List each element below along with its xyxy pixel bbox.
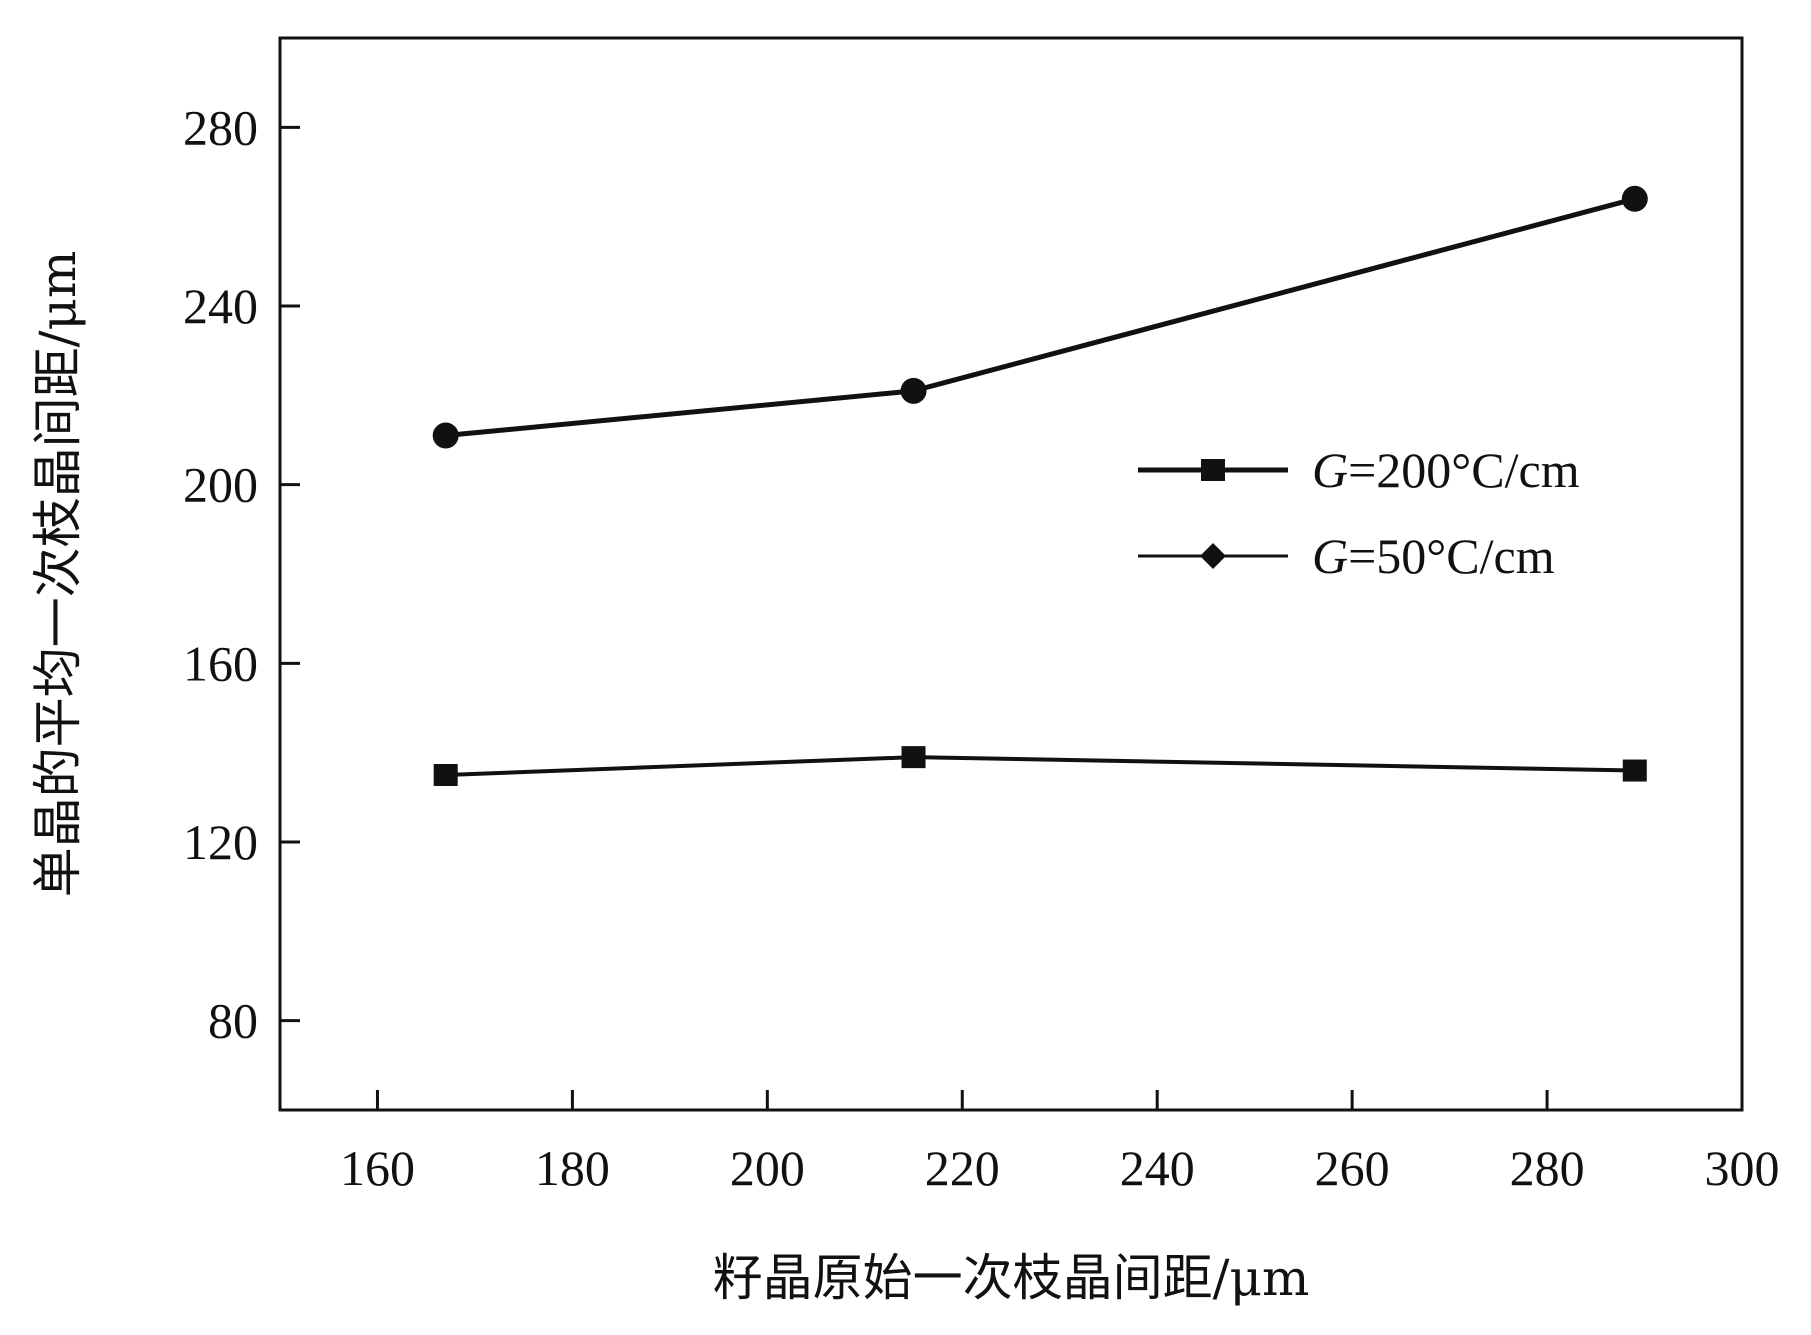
data-point-circle — [1621, 185, 1648, 212]
x-tick-label: 200 — [730, 1140, 805, 1196]
y-axis-title: 单晶的平均一次枝晶间距/μm — [29, 251, 87, 898]
x-tick-label: 280 — [1510, 1140, 1585, 1196]
legend-label-0: G=200°C/cm — [1312, 442, 1580, 498]
y-tick-label: 200 — [183, 457, 258, 513]
x-tick-label: 160 — [340, 1140, 415, 1196]
y-tick-label: 280 — [183, 99, 258, 155]
legend-label-var: G — [1312, 528, 1348, 584]
legend-label-1: G=50°C/cm — [1312, 528, 1555, 584]
x-axis-title: 籽晶原始一次枝晶间距/μm — [713, 1249, 1310, 1307]
legend-label-var: G — [1312, 442, 1348, 498]
plot-frame — [278, 36, 1744, 1112]
data-point-circle — [900, 377, 927, 404]
legend-label-rest: =200°C/cm — [1348, 442, 1580, 498]
data-point-circle — [432, 422, 459, 449]
series-layer — [432, 185, 1648, 786]
data-point-square — [433, 764, 458, 786]
legend: G=200°C/cmG=50°C/cm — [1138, 442, 1580, 584]
x-axis: 160 180 200 220 240 260 280 300 — [340, 1090, 1780, 1196]
x-tick-label: 260 — [1315, 1140, 1390, 1196]
x-tick-label: 300 — [1705, 1140, 1780, 1196]
series-line-1 — [445, 196, 1636, 439]
y-tick-label: 120 — [183, 814, 258, 870]
data-point-square — [901, 746, 926, 769]
x-tick-label: 240 — [1120, 1140, 1195, 1196]
legend-marker-diamond — [1200, 543, 1226, 569]
data-point-square — [1622, 759, 1647, 782]
y-tick-label: 160 — [183, 635, 258, 691]
x-tick-label: 180 — [535, 1140, 610, 1196]
y-tick-label: 240 — [183, 278, 258, 334]
legend-marker-square — [1201, 459, 1225, 481]
series-line-0 — [445, 755, 1635, 777]
y-axis: 80 120 160 200 240 280 — [183, 99, 300, 1049]
x-tick-label: 220 — [925, 1140, 1000, 1196]
legend-label-rest: =50°C/cm — [1348, 528, 1555, 584]
y-tick-label: 80 — [208, 993, 258, 1049]
